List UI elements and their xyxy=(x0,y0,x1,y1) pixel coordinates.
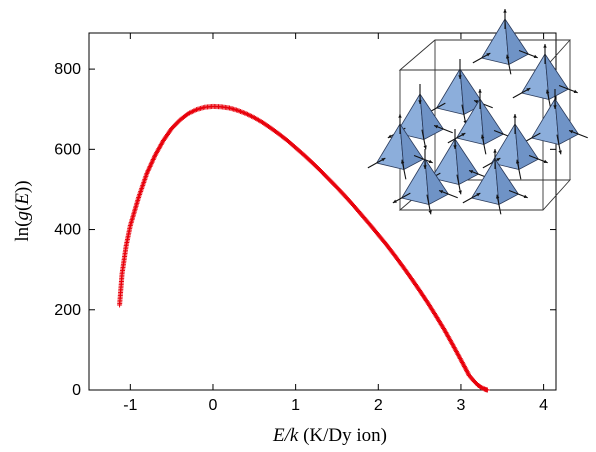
spin-arrowhead xyxy=(480,134,485,139)
spin-arrowhead xyxy=(545,89,550,94)
spin-arrowhead xyxy=(493,149,497,153)
spin-arrowhead xyxy=(381,158,386,162)
spin-arrowhead xyxy=(495,194,500,199)
spin-arrowhead xyxy=(453,145,457,149)
spin-arrowhead xyxy=(543,44,547,48)
spin-arrowhead xyxy=(469,170,474,174)
tetrahedron xyxy=(447,89,513,155)
tetrahedron xyxy=(482,114,548,180)
spin-arrowhead xyxy=(428,159,433,164)
spin-arrowhead xyxy=(505,54,510,59)
spin-arrowhead xyxy=(476,193,481,197)
spin-arrowhead xyxy=(569,130,574,134)
spin-arrowhead xyxy=(474,100,479,104)
spin-arrowhead xyxy=(400,159,405,164)
spin-arrowhead xyxy=(398,114,402,118)
x-tick-label: 0 xyxy=(209,397,218,414)
x-tick-label: 2 xyxy=(374,397,383,414)
spin-arrowhead xyxy=(515,159,520,164)
spin-arrowhead xyxy=(458,190,462,195)
spin-arrowhead xyxy=(478,89,482,93)
tetrahedron xyxy=(392,149,458,215)
spin-arrowhead xyxy=(573,89,578,94)
spin-arrowhead xyxy=(503,9,507,13)
spin-arrowhead xyxy=(558,150,562,155)
data-point-marker xyxy=(484,387,490,393)
spin-arrowhead xyxy=(553,105,557,109)
spin-arrowhead xyxy=(434,125,439,129)
tetrahedron xyxy=(422,129,488,195)
spin-arrowhead xyxy=(513,114,517,118)
spin-arrowhead xyxy=(418,100,422,104)
axis-ticks xyxy=(89,33,556,391)
data-series xyxy=(117,103,490,393)
tetrahedron xyxy=(522,89,588,155)
tetrahedron xyxy=(512,44,578,110)
x-tick-label: 4 xyxy=(539,397,548,414)
lattice-inset-illustration xyxy=(367,9,588,215)
y-axis-label: ln(g(E)) xyxy=(12,180,33,241)
plot-frame xyxy=(88,32,557,391)
spin-arrowhead xyxy=(458,75,462,79)
spin-arrowhead xyxy=(486,53,491,57)
tetrahedron xyxy=(367,114,433,180)
x-tick-label: 3 xyxy=(456,397,465,414)
spin-arrowhead xyxy=(439,190,444,194)
x-tick-label: 1 xyxy=(291,397,300,414)
y-tick-label: 600 xyxy=(54,141,81,158)
y-tick-label: 400 xyxy=(54,222,81,239)
x-tick-label: -1 xyxy=(123,397,137,414)
spin-arrowhead xyxy=(496,158,501,162)
tetrahedron xyxy=(472,9,538,75)
tetrahedron xyxy=(387,84,453,150)
spin-arrowhead xyxy=(392,199,397,203)
spin-arrowhead xyxy=(387,134,392,138)
spin-arrowhead xyxy=(543,159,548,164)
spin-arrowhead xyxy=(423,145,427,150)
spin-arrowhead xyxy=(523,194,528,199)
spin-arrowhead xyxy=(533,54,538,59)
spin-arrowhead xyxy=(428,210,432,215)
x-axis-label: E/k (K/Dy ion) xyxy=(272,425,387,446)
tetrahedra-group xyxy=(367,9,588,215)
tick-labels: -1 0 1 2 3 4 0 200 400 600 800 xyxy=(54,61,548,414)
spin-arrowhead xyxy=(526,88,531,92)
y-tick-label: 800 xyxy=(54,61,81,78)
y-tick-label: 200 xyxy=(54,302,81,319)
y-tick-label: 0 xyxy=(72,382,81,399)
spin-arrowhead xyxy=(461,133,466,137)
tetrahedron xyxy=(462,149,528,215)
spin-arrowhead xyxy=(423,165,427,169)
